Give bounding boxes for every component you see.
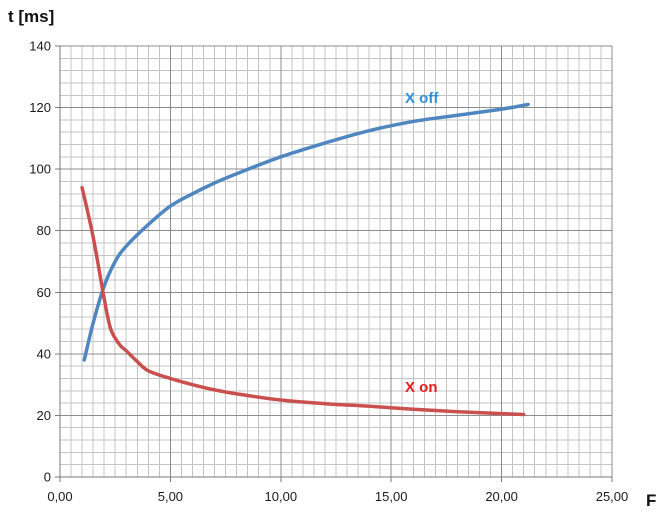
series-label-x-off: X off xyxy=(405,90,439,107)
y-tick-label: 100 xyxy=(29,162,51,177)
x-tick-label: 10,00 xyxy=(265,489,298,504)
y-axis-title: t [ms] xyxy=(8,7,54,26)
y-tick-label: 40 xyxy=(37,346,51,361)
series-labels: X off X on xyxy=(405,90,439,396)
x-axis-title: F xyxy=(646,491,656,510)
series-label-x-on: X on xyxy=(405,379,438,396)
axes xyxy=(55,45,613,482)
y-tick-label: 140 xyxy=(29,39,51,54)
x-tick-label: 20,00 xyxy=(485,489,518,504)
x-tick-label: 25,00 xyxy=(596,489,629,504)
series-line-x-off xyxy=(82,102,530,362)
y-tick-label: 20 xyxy=(37,408,51,423)
y-tick-label: 60 xyxy=(37,285,51,300)
x-tick-label: 5,00 xyxy=(158,489,183,504)
x-tick-label: 0,00 xyxy=(47,489,72,504)
series xyxy=(80,102,530,417)
grid xyxy=(59,45,613,478)
tick-labels: 0 20 40 60 80 100 120 140 0,00 5,00 10,00 15,00 20,0… xyxy=(29,39,628,505)
y-tick-label: 80 xyxy=(37,223,51,238)
y-tick-label: 120 xyxy=(29,100,51,115)
series-line-x-on xyxy=(80,185,526,417)
y-tick-label: 0 xyxy=(44,470,51,485)
x-tick-label: 15,00 xyxy=(375,489,408,504)
